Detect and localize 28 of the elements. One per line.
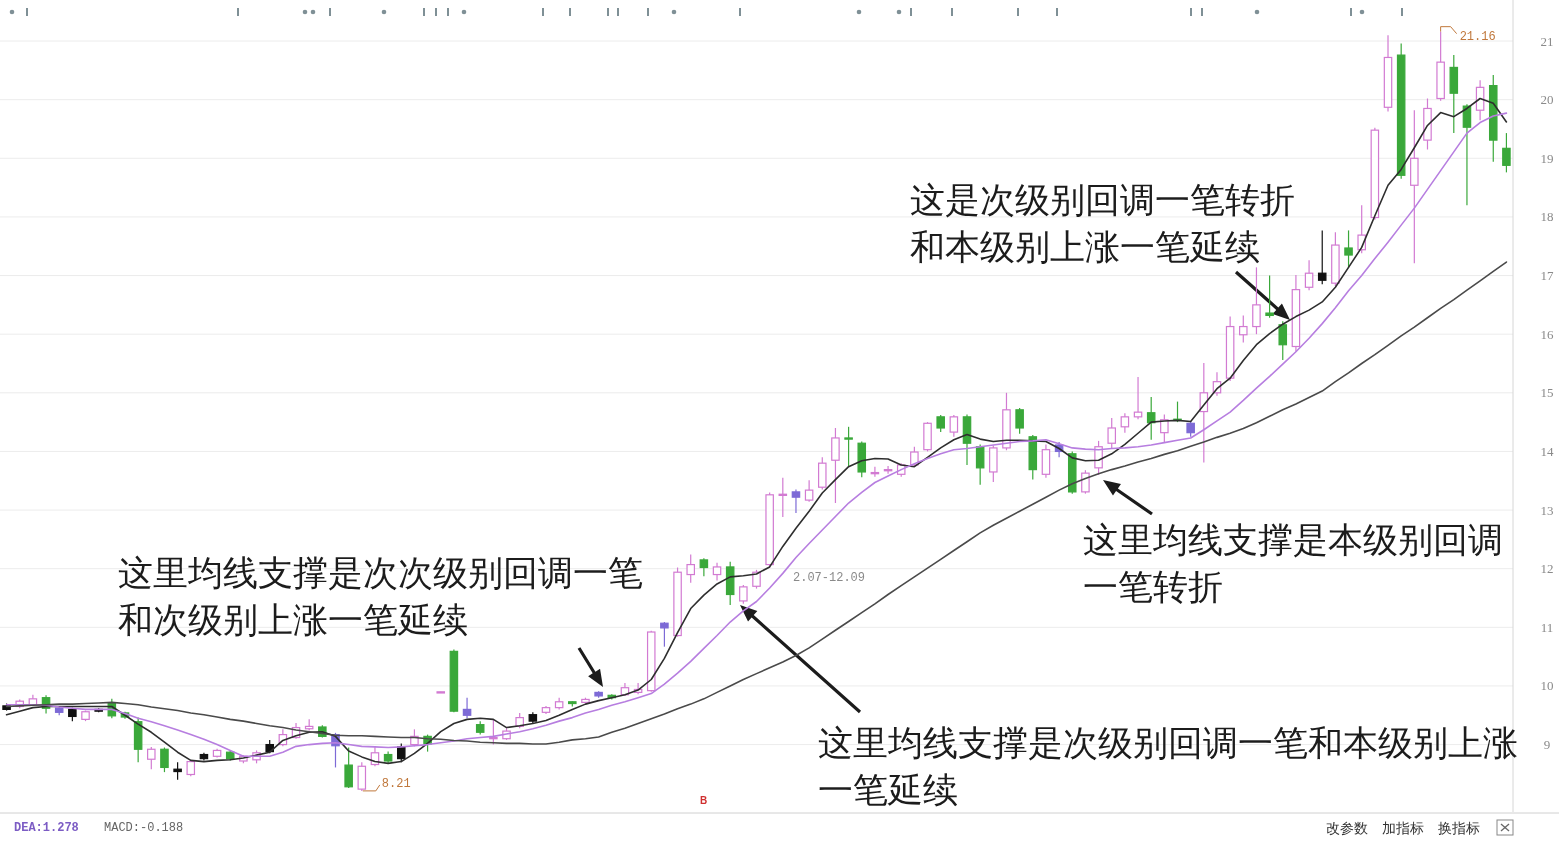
annotation: B xyxy=(700,794,708,806)
highest-label: 21.16 xyxy=(1440,26,1496,44)
text: 改参数 xyxy=(1326,820,1368,836)
lowest-label: 8.21 xyxy=(362,776,411,792)
annotation: 这里均线支撑是次级别回调一笔和本级别上涨一笔延续 xyxy=(818,722,1519,811)
text: MACD:-0.188 xyxy=(104,821,184,835)
annotation: 这里均线支撑是次次级别回调一笔和次级别上涨一笔延续 xyxy=(118,552,644,641)
y-tick-label: 13 xyxy=(1540,502,1554,518)
text: 加指标 xyxy=(1382,820,1424,836)
y-tick-label: 16 xyxy=(1540,326,1554,342)
y-tick-label: 12 xyxy=(1540,561,1554,577)
y-tick-label: 14 xyxy=(1540,443,1554,459)
y-tick-label: 11 xyxy=(1540,619,1554,635)
y-tick-label: 20 xyxy=(1540,92,1554,108)
y-tick-label: 15 xyxy=(1540,385,1554,401)
y-tick-label: 9 xyxy=(1543,737,1551,753)
annotation: 这里均线支撑是本级别回调一笔转折 xyxy=(1083,519,1504,608)
annotation: 2.07-12.09 xyxy=(793,571,866,585)
annotation: 8.21 xyxy=(381,776,411,791)
y-tick-label: 21 xyxy=(1540,33,1554,49)
y-tick-label: 10 xyxy=(1540,678,1554,694)
text: 换指标 xyxy=(1438,820,1480,836)
text: DEA:1.278 xyxy=(14,821,79,835)
annotation: 这是次级别回调一笔转折和本级别上涨一笔延续 xyxy=(910,179,1296,268)
y-tick-label: 17 xyxy=(1540,268,1554,284)
annotation: 21.16 xyxy=(1459,29,1496,44)
y-tick-label: 18 xyxy=(1540,209,1554,225)
y-tick-label: 19 xyxy=(1540,150,1554,166)
